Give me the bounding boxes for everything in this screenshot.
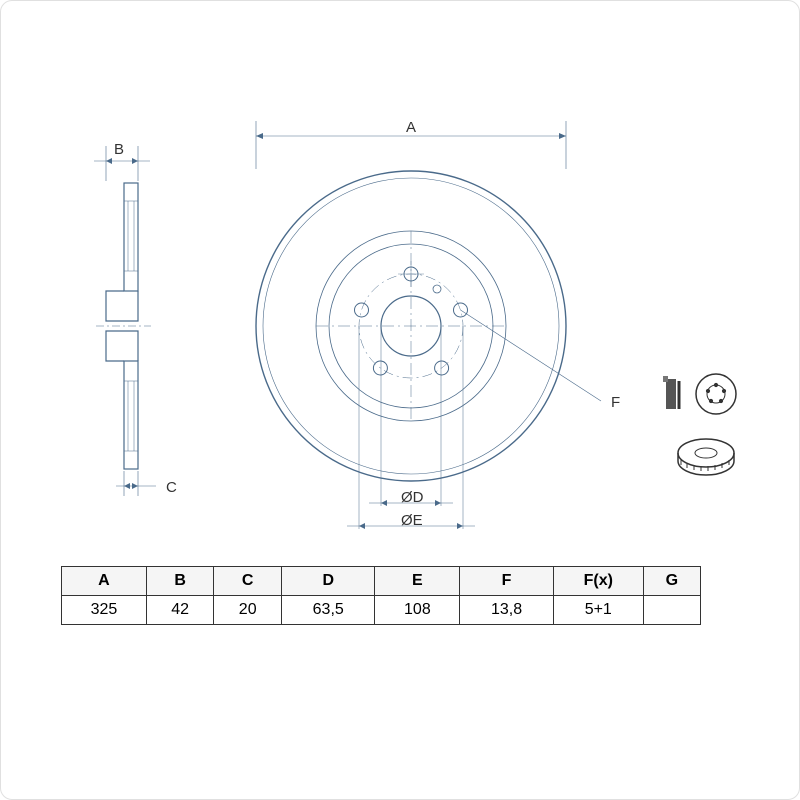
cell: 5+1 — [553, 596, 643, 625]
dim-label-c: C — [166, 479, 177, 496]
cell: 13,8 — [460, 596, 553, 625]
cell — [643, 596, 700, 625]
col-header: F(x) — [553, 567, 643, 596]
front-face-view — [201, 111, 621, 541]
dimension-table: A B C D E F F(x) G 325 42 20 63,5 108 13… — [61, 566, 701, 625]
cell: 20 — [214, 596, 282, 625]
cell: 42 — [146, 596, 214, 625]
dim-label-b: B — [114, 141, 124, 158]
col-header: B — [146, 567, 214, 596]
technical-drawing: B C A F ØD ØE — [1, 1, 799, 561]
side-profile-view — [76, 141, 166, 511]
dim-label-f: F — [611, 394, 620, 411]
col-header: F — [460, 567, 553, 596]
col-header: A — [62, 567, 147, 596]
col-header: G — [643, 567, 700, 596]
cell: 325 — [62, 596, 147, 625]
table-value-row: 325 42 20 63,5 108 13,8 5+1 — [62, 596, 701, 625]
dim-label-e: ØE — [401, 512, 423, 529]
cell: 63,5 — [281, 596, 374, 625]
cell: 108 — [375, 596, 460, 625]
dim-label-d: ØD — [401, 489, 424, 506]
disc-type-icons — [661, 371, 751, 491]
dim-label-a: A — [406, 119, 416, 136]
table-header-row: A B C D E F F(x) G — [62, 567, 701, 596]
col-header: C — [214, 567, 282, 596]
col-header: E — [375, 567, 460, 596]
col-header: D — [281, 567, 374, 596]
